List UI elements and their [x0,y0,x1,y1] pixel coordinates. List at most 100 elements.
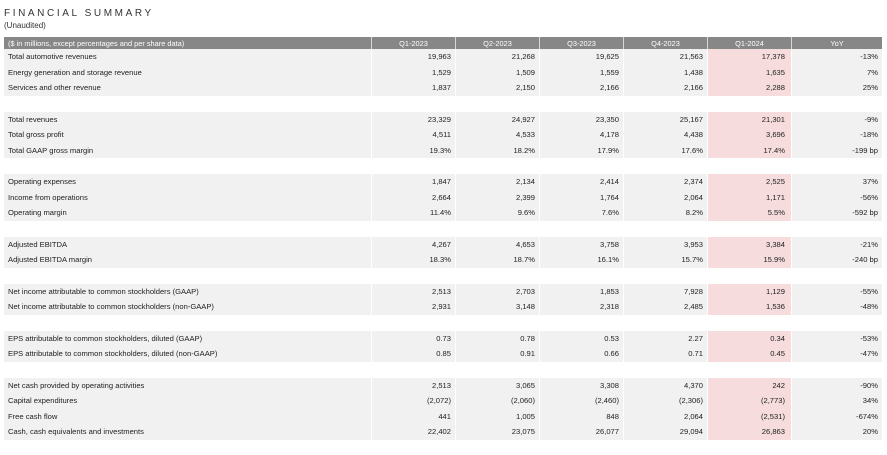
table-cell: 4,370 [624,377,708,393]
highlighted-cell: 17,378 [708,49,792,65]
yoy-cell: 25% [792,80,882,96]
table-row: Total GAAP gross margin 19.3% 18.2% 17.9% 17… [4,142,882,158]
table-cell: 2,318 [540,299,624,315]
table-row: Net income attributable to common stockh… [4,283,882,299]
table-body: Total automotive revenues 19,963 21,268 19,… [4,49,882,440]
table-row: Services and other revenue 1,837 2,150 2,16… [4,80,882,96]
table-cell: 24,927 [456,111,540,127]
yoy-cell: -53% [792,330,882,346]
table-cell: 16.1% [540,252,624,268]
row-label: Adjusted EBITDA [4,236,372,252]
table-row: Net cash provided by operating activitie… [4,377,882,393]
table-row: Total automotive revenues 19,963 21,268 19,… [4,49,882,65]
table-row: Free cash flow 441 1,005 848 2,064 (2,531) -67… [4,408,882,424]
table-cell: 1,837 [372,80,456,96]
highlighted-cell: 2,525 [708,174,792,190]
table-cell: 3,065 [456,377,540,393]
table-row: EPS attributable to common stockholders,… [4,346,882,362]
table-cell: 2,931 [372,299,456,315]
table-cell: 4,533 [456,127,540,143]
table-cell: 0.66 [540,346,624,362]
table-row: Income from operations 2,664 2,399 1,764 2,0… [4,189,882,205]
highlighted-cell: 242 [708,377,792,393]
table-cell: 18.2% [456,142,540,158]
table-cell: 4,438 [624,127,708,143]
spacer-cell [4,95,882,112]
yoy-cell: 7% [792,64,882,80]
table-cell: 2,399 [456,189,540,205]
yoy-cell: -674% [792,408,882,424]
table-cell: 4,653 [456,236,540,252]
row-label: EPS attributable to common stockholders,… [4,330,372,346]
table-cell: 2.27 [624,330,708,346]
table-row: EPS attributable to common stockholders,… [4,330,882,346]
spacer-cell [4,314,882,331]
table-cell: 7,928 [624,283,708,299]
table-cell: 4,178 [540,127,624,143]
highlighted-cell: 5.5% [708,205,792,221]
table-cell: 3,758 [540,236,624,252]
table-cell: 2,374 [624,174,708,190]
highlighted-cell: 1,129 [708,283,792,299]
highlighted-cell: 3,384 [708,236,792,252]
row-label: Net cash provided by operating activitie… [4,377,372,393]
table-cell: 2,513 [372,377,456,393]
header-row: ($ in millions, except percentages and p… [4,37,882,49]
row-label: Income from operations [4,189,372,205]
table-cell: 2,664 [372,189,456,205]
table-cell: 1,529 [372,64,456,80]
group-spacer [4,220,882,237]
row-label: Free cash flow [4,408,372,424]
table-cell: 2,703 [456,283,540,299]
table-cell: 19,963 [372,49,456,65]
table-cell: (2,460) [540,393,624,409]
page-subtitle: (Unaudited) [4,21,46,30]
yoy-cell: -18% [792,127,882,143]
table-cell: 0.78 [456,330,540,346]
yoy-cell: -48% [792,299,882,315]
yoy-cell: 37% [792,174,882,190]
group-spacer [4,314,882,331]
table-cell: 2,166 [624,80,708,96]
table-cell: 9.6% [456,205,540,221]
row-label: Operating margin [4,205,372,221]
table-cell: 18.3% [372,252,456,268]
yoy-cell: -56% [792,189,882,205]
group-spacer [4,158,882,174]
table-cell: 4,511 [372,127,456,143]
spacer-cell [4,361,882,378]
table-cell: 8.2% [624,205,708,221]
yoy-cell: 34% [792,393,882,409]
table-cell: 23,329 [372,111,456,127]
table-cell: 2,064 [624,189,708,205]
column-header: YoY [792,37,882,49]
row-label: EPS attributable to common stockholders,… [4,346,372,362]
highlighted-cell: 1,171 [708,189,792,205]
highlighted-cell: 0.34 [708,330,792,346]
table-cell: 22,402 [372,424,456,440]
table-cell: 2,134 [456,174,540,190]
table-cell: 441 [372,408,456,424]
table-cell: (2,060) [456,393,540,409]
column-header: Q2-2023 [456,37,540,49]
yoy-cell: -199 bp [792,142,882,158]
table-cell: 3,308 [540,377,624,393]
table-cell: 25,167 [624,111,708,127]
table-row: Total gross profit 4,511 4,533 4,178 4,438 3,… [4,127,882,143]
table-cell: 23,350 [540,111,624,127]
highlighted-cell: 21,301 [708,111,792,127]
table-cell: 21,563 [624,49,708,65]
table-cell: 848 [540,408,624,424]
table-cell: 17.6% [624,142,708,158]
table-cell: (2,072) [372,393,456,409]
yoy-cell: -13% [792,49,882,65]
row-label: Adjusted EBITDA margin [4,252,372,268]
column-header: Q3-2023 [540,37,624,49]
group-spacer [4,95,882,112]
table-cell: 3,953 [624,236,708,252]
table-row: Net income attributable to common stockh… [4,299,882,315]
highlighted-cell: 15.9% [708,252,792,268]
table-cell: 1,438 [624,64,708,80]
highlighted-cell: (2,773) [708,393,792,409]
row-label: Energy generation and storage revenue [4,64,372,80]
